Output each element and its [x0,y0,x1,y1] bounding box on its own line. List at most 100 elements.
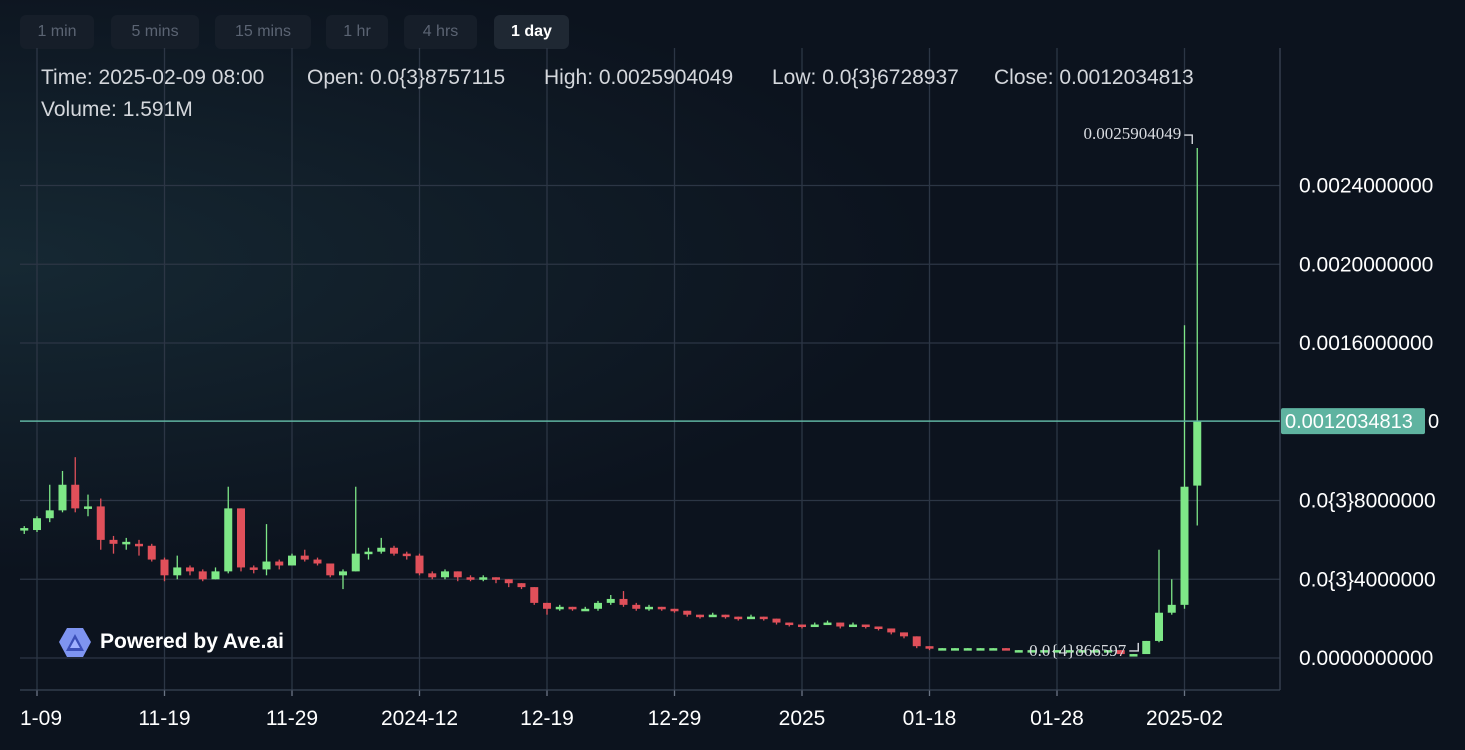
candle[interactable] [951,648,959,651]
candle[interactable] [594,600,602,611]
candle[interactable] [1027,650,1036,653]
candle[interactable] [670,608,679,613]
candle[interactable] [1104,650,1112,653]
candle[interactable] [836,622,845,629]
candle[interactable] [1040,650,1049,653]
candle[interactable] [466,575,475,582]
candle[interactable] [798,624,806,629]
candle[interactable] [262,524,271,576]
candle[interactable] [390,545,398,556]
candle[interactable] [568,606,577,611]
candle[interactable] [976,648,985,651]
candle[interactable] [1116,650,1125,657]
tab-1day[interactable]: 1 day [494,15,569,49]
candle[interactable] [874,626,883,631]
candle[interactable] [402,551,411,560]
candle[interactable] [186,565,194,576]
candle[interactable] [555,604,564,611]
candle[interactable] [619,591,628,607]
candle[interactable] [1065,650,1074,653]
candle[interactable] [721,614,730,619]
candle[interactable] [657,606,666,611]
candle[interactable] [1167,579,1176,615]
candle[interactable] [912,636,921,649]
candle[interactable] [1129,654,1138,657]
candle[interactable] [377,537,386,554]
candle[interactable] [632,602,641,611]
candle[interactable] [492,577,500,584]
candle[interactable] [147,543,156,562]
candle[interactable] [1014,650,1023,653]
candle[interactable] [71,457,80,513]
candle[interactable] [938,648,947,651]
candle[interactable] [339,569,347,590]
candle[interactable] [708,612,717,618]
candle[interactable] [1002,648,1010,651]
candle[interactable] [33,516,41,532]
candle[interactable] [1078,650,1087,653]
candle[interactable] [823,620,832,626]
candle[interactable] [20,526,29,534]
candle[interactable] [1091,650,1100,653]
candle[interactable] [925,646,934,651]
candle[interactable] [441,569,449,580]
candle[interactable] [683,610,692,617]
candle[interactable] [122,537,131,550]
candle[interactable] [237,508,245,572]
candle[interactable] [504,579,513,588]
candle[interactable] [581,606,590,612]
candle[interactable] [1155,549,1163,643]
candle[interactable] [645,604,653,611]
candle[interactable] [785,622,794,627]
candle[interactable] [772,618,781,625]
candle[interactable] [160,557,169,582]
candle[interactable] [211,567,220,580]
candle[interactable] [275,559,284,570]
candle[interactable] [453,571,462,582]
candle[interactable] [288,553,296,566]
tab-5mins[interactable]: 5 mins [111,15,199,49]
candle[interactable] [861,624,870,629]
candle[interactable] [696,614,704,619]
candle[interactable] [109,535,118,554]
candle[interactable] [84,494,92,517]
candle[interactable] [849,622,857,628]
candle[interactable] [415,553,424,576]
candle[interactable] [364,547,373,560]
tab-4hrs[interactable]: 4 hrs [404,15,477,49]
candle[interactable] [224,486,233,574]
candle[interactable] [900,632,908,639]
candle[interactable] [1180,325,1189,609]
candle[interactable] [517,583,526,590]
candle[interactable] [963,648,972,651]
candle[interactable] [1053,650,1061,653]
candle[interactable] [1193,148,1202,526]
candle[interactable] [479,575,488,582]
candle[interactable] [173,555,182,580]
candle[interactable] [989,648,998,651]
candle[interactable] [1142,640,1151,655]
candle[interactable] [606,595,615,605]
candle[interactable] [543,602,551,615]
candle[interactable] [530,587,539,605]
tab-1hr[interactable]: 1 hr [326,15,388,49]
candle[interactable] [810,622,819,628]
tab-15mins[interactable]: 15 mins [215,15,311,49]
candle[interactable] [747,614,755,620]
candle[interactable] [249,565,258,574]
candle[interactable] [198,569,207,582]
candle[interactable] [887,628,896,635]
candle[interactable] [135,539,143,556]
tab-1min[interactable]: 1 min [20,15,94,49]
candle[interactable] [759,616,768,621]
candle[interactable] [734,616,743,621]
candle[interactable] [58,470,67,513]
candle[interactable] [96,498,105,550]
candle[interactable] [45,484,54,523]
candle[interactable] [313,557,322,566]
candle[interactable] [326,563,335,578]
candle[interactable] [351,486,360,572]
candle[interactable] [300,549,309,562]
candle[interactable] [428,571,437,580]
